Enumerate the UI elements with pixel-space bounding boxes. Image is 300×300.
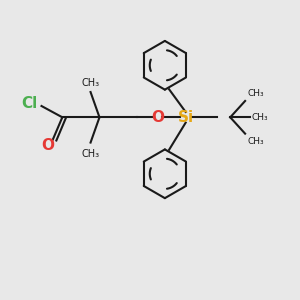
Text: O: O bbox=[151, 110, 164, 125]
Text: CH₃: CH₃ bbox=[82, 148, 100, 158]
Text: Cl: Cl bbox=[22, 96, 38, 111]
Text: CH₃: CH₃ bbox=[252, 113, 268, 122]
Text: Si: Si bbox=[178, 110, 194, 125]
Text: O: O bbox=[41, 138, 54, 153]
Text: CH₃: CH₃ bbox=[248, 89, 264, 98]
Text: CH₃: CH₃ bbox=[82, 78, 100, 88]
Text: CH₃: CH₃ bbox=[248, 136, 264, 146]
